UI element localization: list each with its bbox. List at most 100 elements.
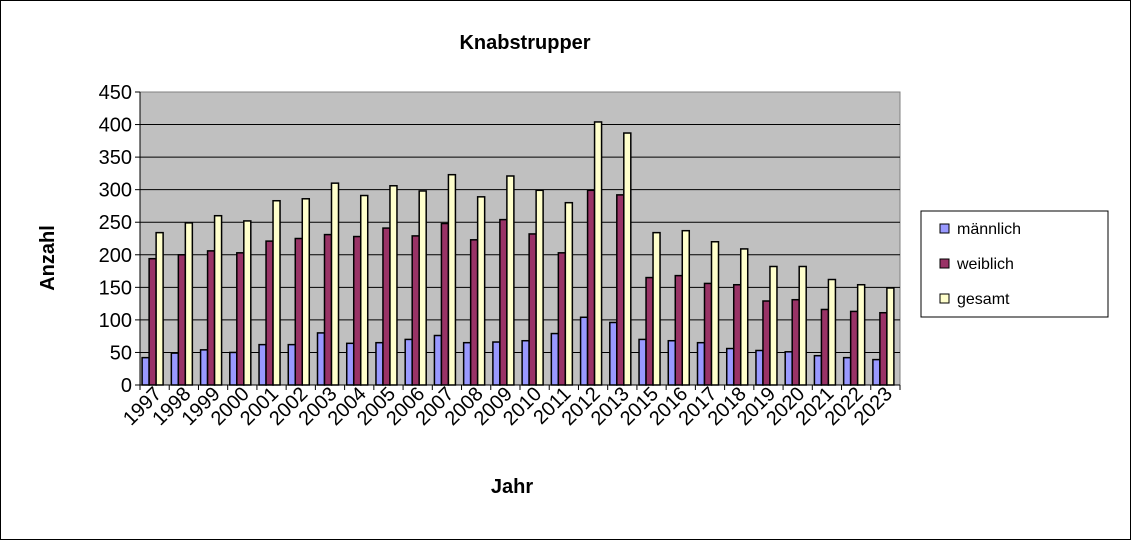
bar-männlich-2000 [229, 351, 238, 386]
bar-männlich-2022 [842, 356, 852, 386]
bar-männlich-2018 [725, 347, 735, 386]
bar-gesamt-2003 [330, 182, 340, 386]
bar-männlich-2019 [755, 349, 764, 386]
bar-weiblich-2002 [294, 237, 304, 386]
bar-gesamt-2004 [359, 194, 369, 386]
bar-gesamt-2001 [272, 199, 281, 386]
bar-gesamt-2023 [886, 287, 895, 386]
bar-gesamt-1998 [184, 222, 194, 386]
bar-männlich-2012 [579, 316, 589, 386]
bar-männlich-2023 [872, 358, 881, 386]
bar-männlich-2020 [784, 351, 793, 386]
bar-männlich-2006 [404, 338, 413, 386]
bar-weiblich-2003 [323, 233, 333, 386]
bar-gesamt-2021 [827, 278, 837, 386]
bar-weiblich-2008 [469, 239, 479, 386]
bar-männlich-2015 [638, 338, 647, 386]
bar-männlich-2005 [375, 341, 384, 386]
bar-gesamt-2015 [652, 231, 661, 386]
bar-weiblich-1997 [148, 257, 157, 386]
bar-weiblich-2001 [265, 240, 274, 386]
bar-männlich-2003 [316, 332, 326, 386]
y-tick-label: 50 [110, 342, 132, 364]
y-tick-label: 450 [99, 82, 132, 104]
bar-männlich-2011 [550, 332, 560, 386]
bar-weiblich-2015 [645, 276, 654, 386]
y-tick-label: 150 [99, 277, 132, 299]
bar-weiblich-1999 [206, 250, 216, 386]
bar-weiblich-2006 [411, 235, 420, 386]
bar-männlich-2016 [667, 339, 677, 386]
bar-gesamt-2002 [301, 198, 311, 386]
bar-gesamt-2007 [447, 173, 457, 386]
bar-weiblich-1998 [177, 254, 187, 386]
legend-label: gesamt [957, 291, 1010, 308]
bar-gesamt-2005 [389, 185, 398, 386]
y-tick-label: 0 [121, 375, 132, 397]
bar-männlich-1998 [170, 352, 180, 386]
bar-männlich-2013 [609, 321, 618, 386]
bar-weiblich-2022 [849, 310, 859, 386]
bar-weiblich-2012 [586, 189, 596, 386]
bar-weiblich-2007 [440, 222, 450, 386]
bar-männlich-2010 [521, 339, 530, 386]
plot-area [139, 91, 901, 386]
bar-gesamt-2011 [564, 201, 574, 386]
bar-gesamt-2012 [593, 121, 603, 386]
bar-weiblich-2021 [820, 308, 830, 386]
legend-label: weiblich [956, 256, 1014, 273]
bar-weiblich-2000 [236, 252, 245, 386]
legend-label: männlich [957, 221, 1021, 238]
bar-gesamt-2017 [710, 241, 720, 386]
legend-box [920, 210, 1109, 318]
y-tick-label: 100 [99, 310, 132, 332]
bar-männlich-2002 [287, 343, 297, 386]
bar-männlich-1999 [199, 349, 209, 386]
bar-weiblich-2019 [762, 300, 771, 386]
bar-männlich-2009 [492, 341, 501, 386]
bar-weiblich-2016 [674, 274, 684, 386]
bar-weiblich-2004 [352, 235, 362, 386]
bar-weiblich-2023 [879, 311, 888, 386]
bar-gesamt-2016 [681, 229, 691, 386]
y-tick-label: 350 [99, 147, 132, 169]
bar-männlich-1997 [141, 356, 150, 386]
bar-gesamt-2009 [506, 175, 515, 386]
legend-swatch-gesamt [939, 293, 950, 304]
bar-weiblich-2010 [528, 233, 537, 386]
bar-gesamt-2013 [623, 132, 632, 386]
bar-männlich-2004 [345, 342, 355, 386]
bar-männlich-2007 [433, 334, 443, 386]
bar-gesamt-2020 [798, 265, 807, 386]
y-tick-label: 250 [99, 212, 132, 234]
bar-weiblich-2020 [791, 298, 800, 386]
x-axis-label: Jahr [491, 476, 533, 498]
legend-swatch-weiblich [939, 258, 950, 269]
legend-swatch-männlich [939, 223, 950, 234]
bar-weiblich-2013 [616, 194, 625, 386]
bar-männlich-2021 [813, 354, 823, 386]
bar-männlich-2008 [462, 341, 472, 386]
y-tick-label: 400 [99, 115, 132, 137]
bar-weiblich-2009 [499, 218, 508, 386]
bar-weiblich-2018 [732, 283, 742, 386]
bar-männlich-2001 [258, 343, 267, 386]
bar-gesamt-2000 [243, 220, 252, 386]
bar-gesamt-2022 [856, 283, 866, 386]
y-tick-label: 200 [99, 245, 132, 267]
y-axis-label: Anzahl [37, 225, 59, 291]
bar-gesamt-2019 [769, 265, 778, 386]
bar-gesamt-1997 [155, 231, 164, 386]
bar-weiblich-2005 [382, 227, 391, 386]
bar-gesamt-2006 [418, 190, 427, 386]
bar-gesamt-2018 [739, 248, 749, 386]
y-tick-label: 300 [99, 180, 132, 202]
bar-weiblich-2017 [703, 282, 713, 386]
bar-männlich-2017 [696, 341, 706, 386]
legend: männlich weiblich gesamt [920, 210, 1109, 318]
bar-gesamt-2008 [476, 196, 486, 386]
bar-gesamt-1999 [213, 214, 223, 386]
chart-title: Knabstrupper [459, 32, 590, 54]
bar-weiblich-2011 [557, 252, 567, 386]
